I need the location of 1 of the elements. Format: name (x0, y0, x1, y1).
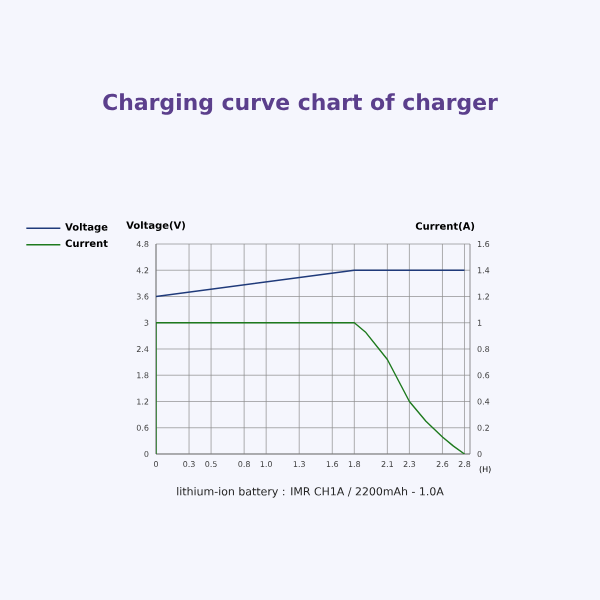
chart-title: Charging curve chart of charger (103, 93, 498, 115)
